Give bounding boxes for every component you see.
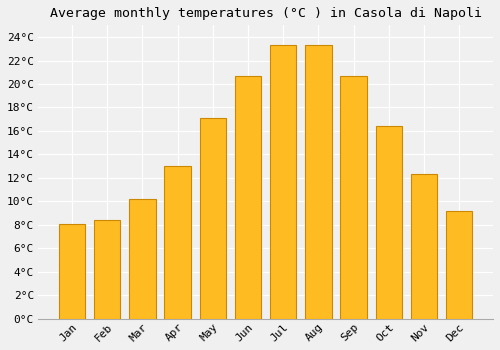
Title: Average monthly temperatures (°C ) in Casola di Napoli: Average monthly temperatures (°C ) in Ca… (50, 7, 482, 20)
Bar (129, 199, 156, 319)
Bar (270, 45, 296, 319)
Bar (200, 118, 226, 319)
Bar (94, 220, 120, 319)
Bar (305, 45, 332, 319)
Bar (411, 174, 437, 319)
Bar (376, 126, 402, 319)
Bar (164, 166, 191, 319)
Bar (340, 76, 367, 319)
Bar (59, 224, 85, 319)
Bar (446, 211, 472, 319)
Bar (235, 76, 261, 319)
